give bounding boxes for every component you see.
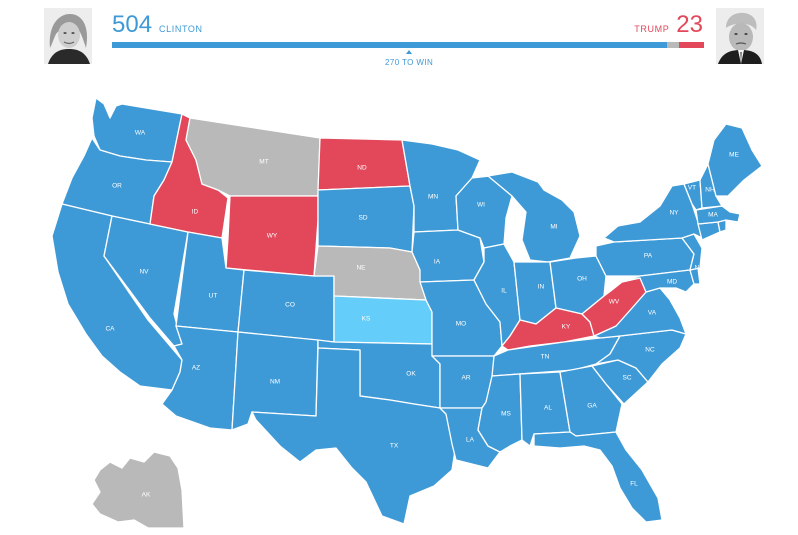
state-label-AR: AR [461, 375, 470, 382]
clinton-portrait-icon [44, 8, 92, 64]
state-MA[interactable] [695, 205, 741, 225]
state-ME[interactable] [707, 123, 763, 197]
state-label-PA: PA [644, 253, 653, 260]
state-label-UT: UT [209, 293, 218, 300]
state-label-CA: CA [105, 326, 115, 333]
state-label-OR: OR [112, 183, 122, 190]
trump-portrait-icon [716, 8, 764, 64]
state-label-AL: AL [544, 405, 552, 412]
state-label-NJ: N [695, 265, 700, 272]
state-label-IL: IL [501, 288, 507, 295]
state-WI[interactable] [455, 175, 513, 249]
state-label-WI: WI [477, 202, 485, 209]
state-label-IA: IA [434, 259, 441, 266]
state-IA[interactable] [411, 229, 485, 283]
state-VT[interactable] [683, 179, 703, 211]
trump-bar-segment [678, 42, 704, 48]
trump-score: TRUMP 23 [634, 12, 703, 38]
state-MD[interactable] [621, 269, 695, 293]
state-label-VT: VT [688, 185, 696, 192]
state-label-IN: IN [538, 284, 545, 291]
state-label-AK: AK [142, 492, 151, 499]
win-threshold-marker-icon [406, 50, 413, 54]
clinton-electoral-votes: 504 [112, 11, 153, 38]
state-KS[interactable] [333, 295, 433, 345]
clinton-name: CLINTON [159, 24, 203, 34]
state-FL[interactable] [533, 431, 663, 523]
state-NC[interactable] [595, 329, 687, 383]
trump-avatar [716, 8, 764, 64]
electoral-vote-bar [112, 42, 704, 48]
state-label-MD: MD [667, 279, 677, 286]
state-NH[interactable] [699, 163, 723, 209]
clinton-score: 504 CLINTON [112, 12, 203, 38]
state-label-VA: VA [648, 310, 657, 317]
state-label-MT: MT [259, 159, 268, 166]
state-label-NY: NY [669, 210, 679, 217]
state-label-NV: NV [139, 269, 149, 276]
state-TX[interactable] [251, 347, 457, 525]
state-label-SD: SD [358, 215, 367, 222]
state-label-TX: TX [390, 443, 399, 450]
states-layer [51, 97, 763, 529]
state-labels-layer: WA OR CA NV ID MT WY UT AZ CO NM ND SD NE KS OK TX MN IA MO… [105, 130, 739, 499]
state-label-CO: CO [285, 302, 295, 309]
state-label-WY: WY [267, 233, 278, 240]
state-label-NM: NM [270, 379, 280, 386]
trump-electoral-votes: 23 [676, 11, 703, 38]
state-label-ME: ME [729, 152, 739, 159]
state-label-NE: NE [356, 265, 366, 272]
state-label-LA: LA [466, 437, 475, 444]
state-label-ID: ID [192, 209, 199, 216]
state-label-SC: SC [622, 375, 631, 382]
state-label-AZ: AZ [192, 365, 200, 372]
state-AK[interactable] [91, 451, 185, 529]
clinton-bar-segment [112, 42, 667, 48]
state-label-MO: MO [456, 321, 466, 328]
state-label-KS: KS [362, 316, 371, 323]
state-label-MS: MS [501, 411, 511, 418]
state-label-FL: FL [630, 481, 638, 488]
trump-name: TRUMP [634, 24, 670, 34]
state-label-WV: WV [609, 299, 620, 306]
state-label-GA: GA [587, 403, 597, 410]
state-MI[interactable] [487, 171, 581, 263]
state-label-MA: MA [708, 212, 718, 219]
state-label-NC: NC [645, 347, 655, 354]
state-label-MI: MI [550, 224, 557, 231]
win-threshold-label: 270 TO WIN [385, 58, 434, 67]
state-AR[interactable] [431, 355, 495, 409]
state-label-ND: ND [357, 165, 367, 172]
state-label-WA: WA [135, 130, 146, 137]
state-label-OK: OK [406, 371, 416, 378]
state-CA[interactable] [51, 203, 183, 391]
clinton-avatar [44, 8, 92, 64]
state-label-OH: OH [577, 276, 587, 283]
state-MT[interactable] [185, 117, 321, 197]
state-label-TN: TN [541, 354, 550, 361]
state-label-KY: KY [562, 324, 571, 331]
state-CT[interactable] [697, 221, 721, 241]
state-label-NH: NH [705, 187, 715, 194]
state-label-MN: MN [428, 194, 438, 201]
